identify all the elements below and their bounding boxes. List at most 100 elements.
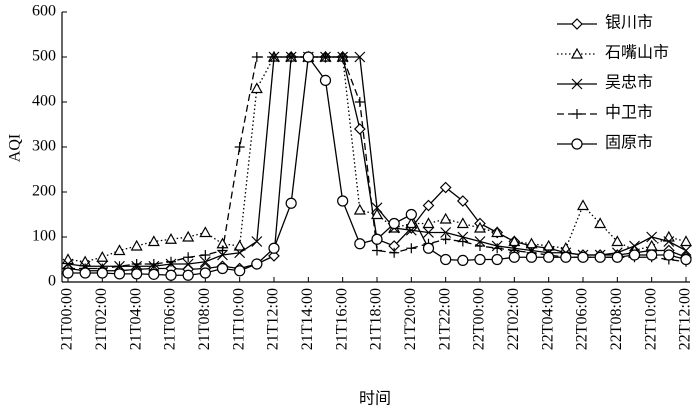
marker [182, 258, 194, 270]
x-tick-label: 21T04:00 [127, 288, 144, 350]
marker [405, 208, 417, 221]
marker [62, 267, 74, 279]
x-tick-label: 21T08:00 [196, 288, 213, 350]
marker [406, 243, 417, 254]
legend-label: 石嘴山市 [605, 44, 669, 62]
marker [371, 233, 383, 245]
legend-marker [571, 78, 583, 90]
y-tick-label: 600 [32, 3, 56, 20]
marker [234, 265, 246, 277]
marker [302, 51, 314, 63]
marker [646, 249, 658, 261]
marker [251, 236, 263, 247]
marker [439, 181, 452, 194]
marker [166, 256, 176, 267]
marker [611, 251, 623, 263]
marker [147, 235, 160, 247]
marker [285, 197, 297, 209]
marker [370, 208, 384, 220]
marker [319, 74, 332, 87]
marker [199, 256, 211, 268]
marker [113, 268, 126, 280]
marker [456, 217, 469, 229]
marker [456, 195, 469, 207]
marker [354, 238, 366, 250]
y-tick-label: 0 [48, 273, 56, 290]
marker [337, 195, 349, 207]
marker [337, 52, 348, 62]
marker [645, 239, 658, 251]
marker [182, 230, 195, 242]
legend-marker [571, 18, 583, 30]
marker [354, 51, 366, 63]
marker [79, 267, 91, 279]
marker [250, 82, 263, 94]
marker [251, 52, 262, 62]
marker [130, 239, 143, 251]
marker [543, 251, 555, 263]
marker [388, 217, 400, 230]
x-tick-label: 21T18:00 [368, 288, 385, 350]
marker [560, 251, 572, 263]
marker [96, 251, 109, 262]
marker [165, 269, 177, 281]
x-tick-label: 21T02:00 [93, 288, 110, 350]
x-tick-label: 22T12:00 [677, 288, 694, 350]
legend-label: 银川市 [605, 14, 653, 32]
y-tick-label: 200 [32, 183, 56, 200]
marker [457, 236, 468, 247]
marker [371, 202, 383, 214]
marker [662, 230, 675, 242]
y-tick-label: 500 [32, 48, 56, 65]
marker [679, 235, 693, 247]
marker [457, 254, 469, 266]
x-tick-label: 21T22:00 [436, 288, 453, 350]
marker [628, 249, 641, 261]
marker [148, 268, 160, 280]
marker [491, 253, 503, 266]
marker [405, 217, 418, 229]
marker [320, 52, 331, 62]
y-axis-label: AQI [7, 134, 24, 162]
marker [475, 241, 485, 251]
marker [423, 227, 434, 238]
marker [439, 212, 452, 224]
x-axis-label: 时间 [359, 390, 391, 408]
marker [611, 235, 624, 247]
x-tick-label: 22T04:00 [539, 288, 556, 350]
marker [251, 258, 263, 270]
marker [422, 217, 435, 229]
x-tick-label: 22T06:00 [574, 288, 591, 350]
marker [663, 236, 675, 247]
marker [492, 243, 503, 254]
legend-marker [570, 47, 584, 59]
marker [372, 245, 382, 256]
marker [473, 221, 487, 233]
marker [268, 250, 280, 262]
marker [269, 52, 279, 62]
x-tick-label: 21T14:00 [299, 288, 316, 350]
marker [61, 253, 75, 265]
marker [164, 233, 178, 244]
x-tick-label: 22T00:00 [471, 288, 488, 350]
marker [199, 267, 211, 279]
legend-marker [571, 138, 583, 150]
marker [474, 253, 486, 266]
marker [148, 259, 159, 269]
marker [217, 245, 228, 256]
legend-label: 中卫市 [605, 104, 653, 122]
marker [525, 251, 538, 263]
marker [440, 234, 451, 245]
marker [286, 52, 297, 62]
y-tick-label: 400 [32, 93, 56, 110]
marker [233, 239, 246, 251]
marker [200, 250, 211, 260]
marker [440, 227, 452, 238]
marker [422, 242, 435, 254]
marker [234, 142, 245, 152]
marker [131, 268, 143, 280]
legend-label: 吴忠市 [605, 74, 653, 92]
x-tick-label: 21T06:00 [162, 288, 179, 350]
